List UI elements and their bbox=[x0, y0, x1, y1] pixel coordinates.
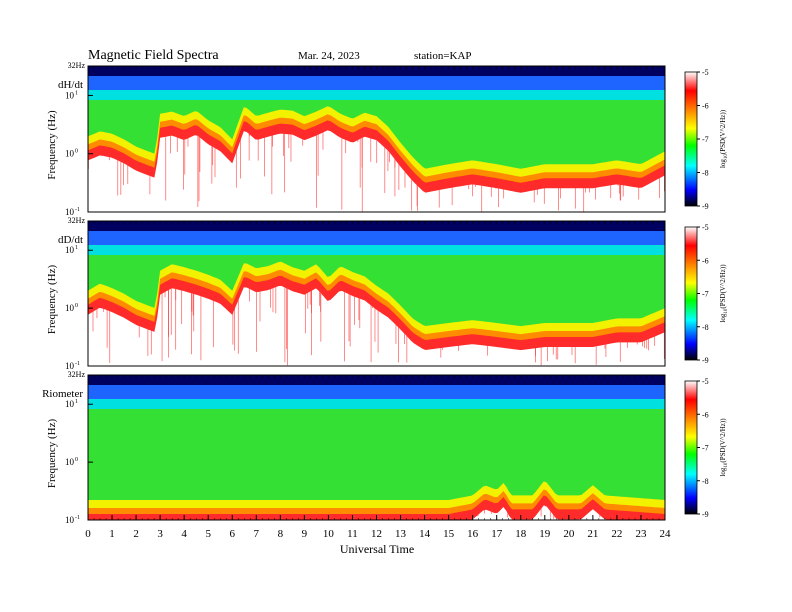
x-axis-label: Universal Time bbox=[340, 542, 414, 556]
colorbar-tick-label: -7 bbox=[702, 444, 709, 453]
colorbar-tick-label: -6 bbox=[702, 102, 709, 111]
colorbar-label: log10(PSD(V^2/Hz)) bbox=[719, 418, 729, 477]
colorbar-tick-label: -8 bbox=[702, 323, 709, 332]
x-tick-label: 0 bbox=[85, 528, 91, 540]
x-tick-label: 10 bbox=[323, 528, 335, 540]
freq-top-label: 32Hz bbox=[68, 216, 86, 225]
x-tick-label: 7 bbox=[254, 528, 260, 540]
panel-dhdt: 32HzdH/dt10110010 -1Frequency (Hz)-5-6-7-… bbox=[46, 61, 729, 217]
colorbar-label-rest: (PSD(V^2/Hz)) bbox=[719, 109, 727, 154]
x-tick-label: 16 bbox=[467, 528, 479, 540]
y-tick-exponent: -1 bbox=[75, 361, 80, 367]
panel-label: dH/dt bbox=[58, 79, 83, 91]
x-tick-label: 12 bbox=[371, 528, 382, 540]
x-tick-label: 19 bbox=[539, 528, 551, 540]
x-tick-label: 21 bbox=[587, 528, 598, 540]
colorbar-tick-label: -6 bbox=[702, 256, 709, 265]
y-tick-exponent: 1 bbox=[75, 90, 78, 96]
y-tick-label: 10 bbox=[65, 90, 75, 100]
x-tick-label: 2 bbox=[133, 528, 139, 540]
x-tick-label: 17 bbox=[491, 528, 503, 540]
colorbar-gradient bbox=[685, 381, 697, 514]
spectrogram-image bbox=[88, 375, 665, 524]
panel-label: Riometer bbox=[42, 388, 83, 400]
freq-top-label: 32Hz bbox=[68, 61, 86, 70]
y-tick-exponent: -1 bbox=[75, 515, 80, 521]
x-tick-label: 9 bbox=[302, 528, 308, 540]
x-tick-label: 22 bbox=[611, 528, 622, 540]
y-tick-label: 10 bbox=[65, 149, 75, 159]
spectrogram-image bbox=[88, 66, 665, 212]
x-tick-label: 3 bbox=[157, 528, 163, 540]
colorbar-gradient bbox=[685, 227, 697, 360]
y-tick-label: 10 bbox=[65, 245, 75, 255]
colorbar-gradient bbox=[685, 72, 697, 206]
colorbar-label-rest: (PSD(V^2/Hz)) bbox=[719, 264, 727, 309]
colorbar-label: log10(PSD(V^2/Hz)) bbox=[719, 109, 729, 168]
spectrogram-panels: 32HzdH/dt10110010 -1Frequency (Hz)-5-6-7-… bbox=[42, 61, 729, 525]
y-axis-label: Frequency (Hz) bbox=[46, 419, 58, 489]
colorbar-tick-label: -9 bbox=[702, 202, 709, 211]
x-tick-label: 13 bbox=[395, 528, 407, 540]
x-tick-label: 18 bbox=[515, 528, 527, 540]
x-tick-label: 6 bbox=[230, 528, 236, 540]
colorbar-label: log10(PSD(V^2/Hz)) bbox=[719, 264, 729, 323]
colorbar-tick-label: -9 bbox=[702, 356, 709, 365]
colorbar-tick-label: -8 bbox=[702, 169, 709, 178]
panel-dddt: 32HzdD/dt10110010 -1Frequency (Hz)-5-6-7-… bbox=[46, 216, 729, 371]
colorbar-tick-label: -6 bbox=[702, 410, 709, 419]
colorbar-tick-label: -7 bbox=[702, 290, 709, 299]
y-tick-label: 10 bbox=[65, 457, 75, 467]
date-label: Mar. 24, 2023 bbox=[298, 50, 360, 62]
colorbar-tick-label: -7 bbox=[702, 135, 709, 144]
x-tick-label: 23 bbox=[635, 528, 647, 540]
colorbar-tick-label: -5 bbox=[702, 68, 709, 77]
colorbar: -5 -6 -7 -8 -9 log10(PSD(V^2/Hz)) bbox=[685, 377, 729, 519]
x-tick-label: 11 bbox=[347, 528, 358, 540]
y-tick-exponent: 0 bbox=[75, 149, 78, 155]
x-tick-label: 1 bbox=[109, 528, 115, 540]
colorbar-tick-label: -8 bbox=[702, 477, 709, 486]
x-tick-label: 15 bbox=[443, 528, 455, 540]
y-tick-label: 10 bbox=[65, 303, 75, 313]
colorbar: -5 -6 -7 -8 -9 log10(PSD(V^2/Hz)) bbox=[685, 68, 729, 211]
y-axis-label: Frequency (Hz) bbox=[46, 110, 58, 180]
colorbar-label-rest: (PSD(V^2/Hz)) bbox=[719, 418, 727, 463]
colorbar-tick-label: -5 bbox=[702, 377, 709, 386]
y-tick-exponent: 1 bbox=[75, 245, 78, 251]
station-label: station=KAP bbox=[414, 50, 472, 62]
colorbar-tick-label: -5 bbox=[702, 223, 709, 232]
panel-riometer: 32HzRiometer10110010 -1Frequency (Hz)-5-6… bbox=[42, 370, 729, 525]
y-tick-exponent: 1 bbox=[75, 399, 78, 405]
colorbar: -5 -6 -7 -8 -9 log10(PSD(V^2/Hz)) bbox=[685, 223, 729, 365]
figure-title: Magnetic Field Spectra bbox=[88, 48, 219, 63]
y-tick-label: 10 bbox=[65, 399, 75, 409]
panel-label: dD/dt bbox=[58, 234, 83, 246]
x-tick-label: 20 bbox=[563, 528, 575, 540]
x-tick-label: 24 bbox=[660, 528, 672, 540]
y-axis-label: Frequency (Hz) bbox=[46, 265, 58, 335]
x-tick-label: 8 bbox=[278, 528, 284, 540]
freq-top-label: 32Hz bbox=[68, 370, 86, 379]
x-tick-label: 4 bbox=[181, 528, 187, 540]
y-tick-label: 10 bbox=[65, 515, 75, 525]
colorbar-tick-label: -9 bbox=[702, 510, 709, 519]
y-tick-exponent: 0 bbox=[75, 457, 78, 463]
y-tick-exponent: -1 bbox=[75, 207, 80, 213]
x-tick-label: 14 bbox=[419, 528, 431, 540]
x-tick-label: 5 bbox=[205, 528, 211, 540]
y-tick-exponent: 0 bbox=[75, 303, 78, 309]
spectrogram-image bbox=[88, 221, 665, 366]
